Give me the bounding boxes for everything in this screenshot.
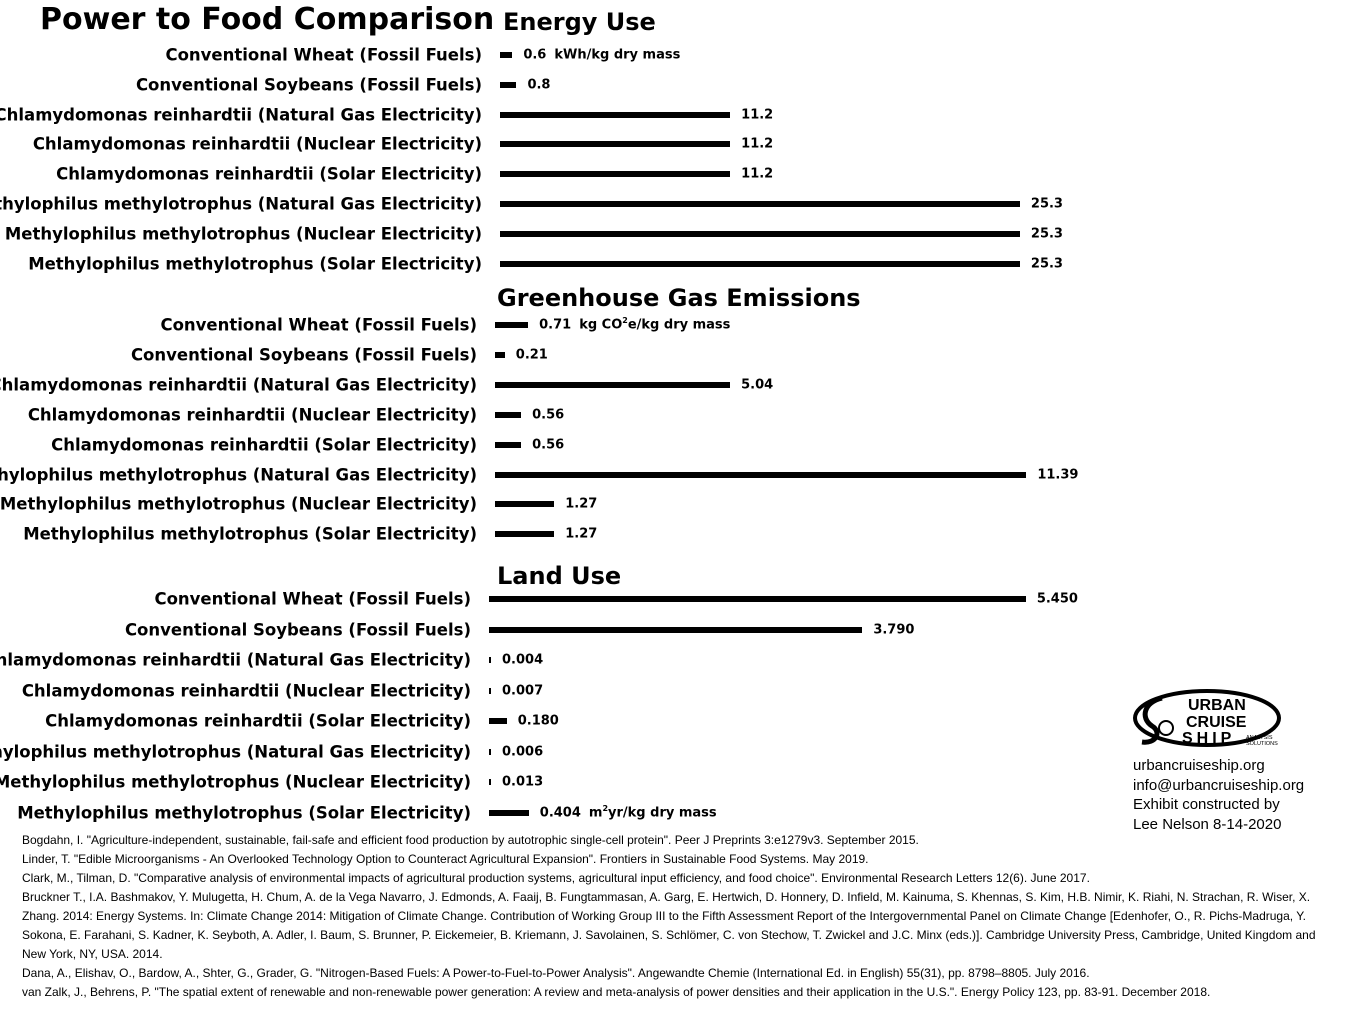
bar-label: Conventional Soybeans (Fossil Fuels) [124,620,471,640]
data-label: 0.56 [532,407,565,423]
reference-item: Dana, A., Elishav, O., Bardow, A., Shter… [22,966,1090,980]
bar [500,230,1020,237]
data-label: 0.56 [532,437,565,453]
data-label: 5.450 [1036,591,1078,607]
bar [495,381,731,388]
bar [495,531,555,538]
bar-label: Methylophilus methylotrophus (Solar Elec… [28,254,482,274]
bar-label: Conventional Wheat (Fossil Fuels) [154,589,471,609]
credit-author: Lee Nelson 8-14-2020 [1133,815,1282,833]
bar [500,171,731,178]
bar [489,626,863,633]
reference-item: Bogdahn, I. "Agriculture-independent, su… [22,833,919,847]
bar-label: Chlamydomonas reinhardtii (Natural Gas E… [0,375,477,395]
bar [500,201,1020,207]
reference-item: Clark, M., Tilman, D. "Comparative analy… [22,871,1090,885]
data-label: 11.2 [741,136,774,152]
energy-use-title: Energy Use [503,8,656,36]
bar-label: Chlamydomonas reinhardtii (Nuclear Elect… [21,681,471,701]
credit-line: Exhibit constructed by [1133,796,1280,813]
data-label: 0.013 [502,774,544,790]
svg-text:CRUISE: CRUISE [1186,714,1247,731]
bar-label: Conventional Wheat (Fossil Fuels) [160,315,477,335]
contact-info: urbancruiseship.org info@urbancruiseship… [1133,756,1304,834]
bar [495,441,522,448]
bar [489,718,507,725]
bar-label: Methylophilus methylotrophus (Nuclear El… [0,494,477,514]
bar [495,411,522,418]
data-label: 25.3 [1030,196,1063,212]
urban-cruise-ship-logo: URBAN CRUISE SHIP ANALYSIS SOLUTIONS [1133,689,1281,747]
data-label: 11.39 [1037,467,1079,482]
data-label: 1.27 [565,496,598,512]
svg-text:SOLUTIONS: SOLUTIONS [1246,741,1278,747]
data-label: 0.404 m2yr/kg dry mass [539,804,717,821]
bar-label: Methylophilus methylotrophus (Solar Elec… [17,803,471,823]
bar [495,322,529,328]
data-label: 11.2 [741,166,774,182]
data-label: 0.8 [527,77,551,93]
bar [489,657,491,664]
data-label: 3.790 [873,622,915,638]
data-label: 25.3 [1030,226,1063,242]
bar-label: Chlamydomonas reinhardtii (Solar Electri… [56,164,482,184]
bar [489,596,1026,602]
data-label: 25.3 [1030,256,1063,272]
data-label: 5.04 [741,377,774,393]
bar-label: Chlamydomonas reinhardtii (Natural Gas E… [0,650,471,670]
bar [495,471,1027,478]
svg-text:SHIP: SHIP [1182,730,1235,747]
bar [500,260,1020,267]
bar [500,52,513,58]
bar-label: Conventional Soybeans (Fossil Fuels) [130,345,477,365]
bar [489,748,491,755]
data-label: 0.21 [515,347,548,363]
unit-label: m2yr/kg dry mass [588,804,717,821]
bar-label: Methylophilus methylotrophus (Solar Elec… [23,524,477,544]
references: Bogdahn, I. "Agriculture-independent, su… [22,831,1342,1002]
bar [500,141,731,148]
svg-text:ANALYSIS: ANALYSIS [1246,735,1273,741]
bar-label: Chlamydomonas reinhardtii (Natural Gas E… [0,105,482,125]
bar-label: Conventional Wheat (Fossil Fuels) [165,45,482,65]
page-title: Power to Food Comparison [40,2,495,37]
bar [495,351,505,358]
data-label: 11.2 [741,107,774,123]
bar [489,779,491,786]
bar [500,81,517,88]
bar-label: Chlamydomonas reinhardtii (Solar Electri… [51,435,477,455]
bar-label: Methylophilus methylotrophus (Nuclear El… [4,224,482,244]
data-label: 0.71 kg CO2e/kg dry mass [539,316,731,333]
bar-label: Methylophilus methylotrophus (Natural Ga… [0,465,477,484]
bar [500,111,731,118]
website-link[interactable]: urbancruiseship.org [1133,757,1265,774]
reference-item: Linder, T. "Edible Microorganisms - An O… [22,852,869,866]
reference-item: van Zalk, J., Behrens, P. "The spatial e… [22,985,1211,999]
reference-item: Bruckner T., I.A. Bashmakov, Y. Mulugett… [22,890,1316,961]
bar-label: Chlamydomonas reinhardtii (Solar Electri… [45,711,471,731]
unit-label: kg CO2e/kg dry mass [579,316,731,333]
land-use-title: Land Use [497,562,622,590]
bar-label: Chlamydomonas reinhardtii (Nuclear Elect… [32,134,482,154]
unit-label: kWh/kg dry mass [554,47,681,63]
data-label: 0.180 [517,713,559,729]
bar-label: Methylophilus methylotrophus (Nuclear El… [0,772,471,792]
bar [489,809,529,816]
bar-label: Methylophilus methylotrophus (Natural Ga… [0,742,471,762]
bar-label: Conventional Soybeans (Fossil Fuels) [135,75,482,95]
bar-label: Methylophilus methylotrophus (Natural Ga… [0,194,482,214]
data-label: 0.004 [502,652,544,668]
ghg-emissions-title: Greenhouse Gas Emissions [497,284,861,312]
data-label: 0.6 kWh/kg dry mass [523,47,681,63]
data-label: 1.27 [565,526,598,542]
svg-text:URBAN: URBAN [1188,697,1246,714]
email-link[interactable]: info@urbancruiseship.org [1133,776,1305,794]
bar [489,687,491,694]
bar-label: Chlamydomonas reinhardtii (Nuclear Elect… [27,405,477,425]
data-label: 0.007 [502,683,544,699]
data-label: 0.006 [502,744,544,760]
bar [495,501,555,508]
